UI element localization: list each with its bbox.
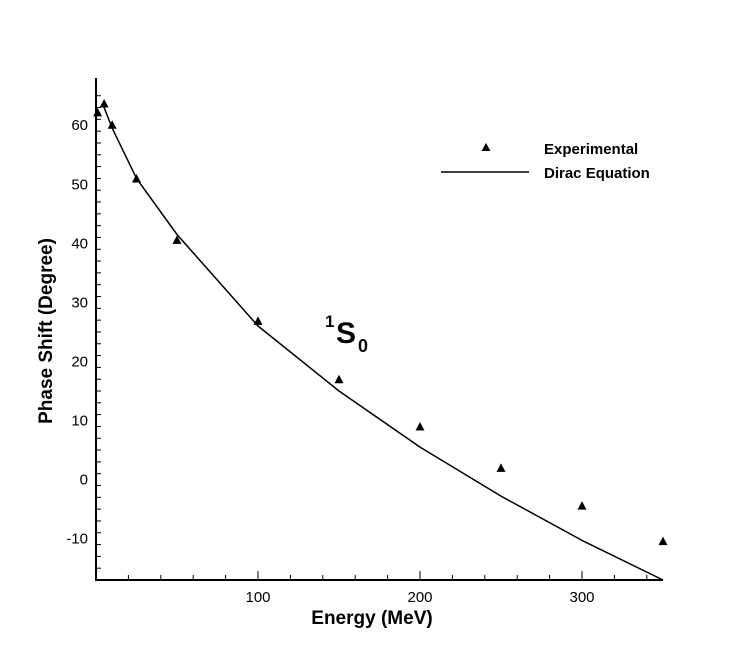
y-axis-ticks: -10 0 10 20 30 40 50 60 [66, 95, 101, 569]
experimental-data-point [658, 536, 668, 546]
y-tick-label: 50 [71, 176, 88, 193]
y-tick-label: 20 [71, 353, 88, 370]
x-tick-label: 300 [569, 589, 594, 606]
legend-label-experimental: Experimental [544, 141, 638, 158]
y-tick-label: 0 [80, 472, 88, 489]
experimental-data-point [172, 235, 182, 244]
experimental-data-point [415, 422, 425, 431]
experimental-data-point [496, 463, 506, 472]
experimental-data-point [577, 501, 587, 510]
y-tick-label: 60 [71, 117, 88, 134]
legend-label-dirac: Dirac Equation [544, 165, 650, 182]
experimental-data-point [93, 107, 103, 117]
axes [95, 78, 663, 581]
series-layer [93, 98, 668, 581]
experimental-data-point [99, 98, 109, 108]
dirac-equation-curve [103, 107, 664, 581]
y-tick-label: 40 [71, 235, 88, 252]
annotation-subscript: 0 [358, 336, 368, 356]
experimental-data-point [107, 120, 117, 129]
annotation-superscript: 1 [325, 312, 334, 331]
annotation-1s0: 1 S 0 [325, 312, 368, 356]
legend: Experimental Dirac Equation [441, 141, 650, 182]
y-tick-label: -10 [66, 531, 88, 548]
x-tick-label: 100 [245, 589, 270, 606]
x-axis-title: Energy (MeV) [311, 608, 432, 629]
annotation-main: S [336, 317, 356, 350]
legend-triangle-marker [481, 143, 491, 151]
y-axis-title: Phase Shift (Degree) [36, 238, 57, 424]
x-tick-label: 200 [407, 589, 432, 606]
x-axis-ticks: 100 200 300 [127, 571, 648, 606]
y-tick-label: 30 [71, 294, 88, 311]
experimental-data-point [334, 374, 344, 384]
y-tick-label: 10 [71, 413, 88, 430]
